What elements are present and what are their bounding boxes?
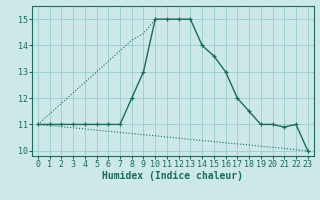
X-axis label: Humidex (Indice chaleur): Humidex (Indice chaleur) xyxy=(102,171,243,181)
